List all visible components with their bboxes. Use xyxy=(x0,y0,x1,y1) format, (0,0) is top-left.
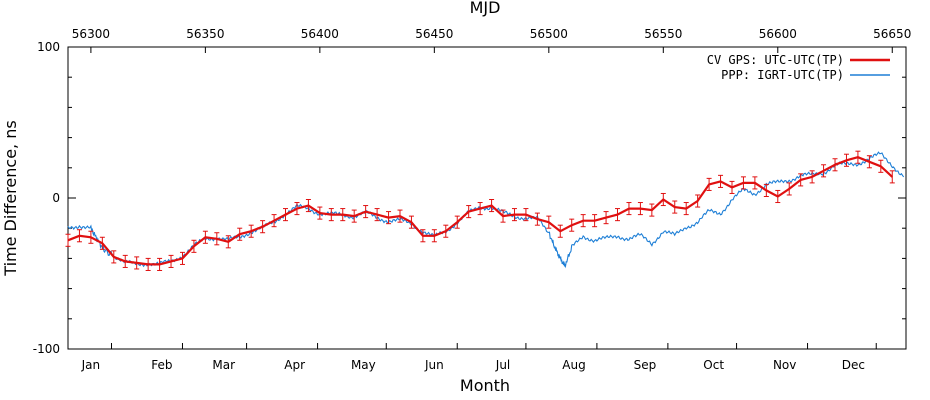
series-line-ppp xyxy=(67,151,905,269)
y-axis-tick-label: 0 xyxy=(52,191,60,205)
plot-area: 56300 56350 56400 56450 56500 56550 56600 56650… xyxy=(33,27,912,372)
top-axis-tick-label: 56550 xyxy=(644,27,682,41)
month-label: Jul xyxy=(495,358,510,372)
top-axis-tick-label: 56650 xyxy=(873,27,911,41)
top-axis-tick-label: 56300 xyxy=(72,27,110,41)
month-label: Nov xyxy=(773,358,796,372)
month-label: May xyxy=(351,358,376,372)
top-axis-tick-label: 56600 xyxy=(759,27,797,41)
top-axis-tick-label: 56500 xyxy=(530,27,568,41)
top-axis-tick-label: 56400 xyxy=(301,27,339,41)
month-label: Apr xyxy=(284,358,305,372)
y-axis-tick-label: 100 xyxy=(37,40,60,54)
month-label: Oct xyxy=(703,358,724,372)
top-axis-tick-label: 56350 xyxy=(186,27,224,41)
month-label: Jan xyxy=(81,358,101,372)
legend: CV GPS: UTC-UTC(TP) PPP: IGRT-UTC(TP) xyxy=(707,53,890,82)
month-label: Dec xyxy=(842,358,865,372)
month-label: Mar xyxy=(212,358,235,372)
y-axis-tick-label: -100 xyxy=(33,342,60,356)
top-axis-tick-label: 56450 xyxy=(415,27,453,41)
plot-frame xyxy=(67,46,907,350)
month-label: Sep xyxy=(634,358,657,372)
x-axis-title: Month xyxy=(460,376,510,395)
month-label: Jun xyxy=(424,358,444,372)
month-label: Aug xyxy=(562,358,585,372)
legend-label-cv-gps: CV GPS: UTC-UTC(TP) xyxy=(707,53,844,67)
legend-label-ppp: PPP: IGRT-UTC(TP) xyxy=(721,68,844,82)
month-label: Feb xyxy=(151,358,172,372)
top-axis-title: MJD xyxy=(470,0,501,17)
y-axis-title: Time Difference, ns xyxy=(1,120,20,276)
